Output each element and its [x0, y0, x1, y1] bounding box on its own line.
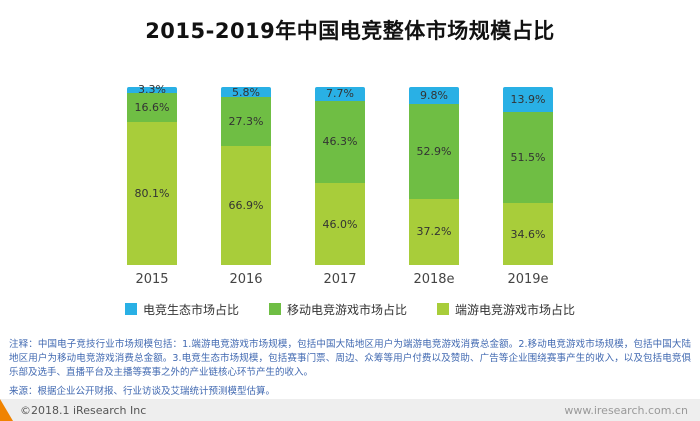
bar-value-label: 27.3%: [228, 115, 264, 129]
bar-segment-1: 52.9%: [409, 104, 459, 199]
chart-title: 2015-2019年中国电竞整体市场规模占比: [145, 19, 555, 43]
legend-swatch: [124, 303, 137, 316]
bar-segment-0: 7.7%: [315, 87, 365, 101]
bar-segment-2: 37.2%: [409, 198, 459, 265]
stacked-bar: 5.8% 27.3% 66.9%: [221, 85, 271, 265]
stacked-bar-chart: 3.3% 16.6% 80.1% 2015 5.8% 27.3% 66.9% 2016 7.7%…: [0, 83, 700, 318]
legend-swatch: [437, 303, 449, 316]
bar-value-label: 5.8%: [232, 85, 260, 99]
notes-annotation: 注释：中国电子竞技行业市场规模包括：1.端游电竞游戏市场规模，包括中国大陆地区用…: [9, 338, 691, 379]
legend-label: 电竞生态市场占比: [142, 302, 239, 317]
bar-value-label: 9.8%: [420, 89, 448, 103]
bar-segment-2: 34.6%: [503, 203, 553, 265]
footer-copyright: ©2018.1 iResearch Inc: [20, 403, 147, 417]
stacked-bar: 3.3% 16.6% 80.1%: [127, 83, 177, 265]
legend-label: 移动电竞游戏市场占比: [286, 302, 407, 317]
legend: 电竞生态市场占比 移动电竞游戏市场占比 端游电竞游戏市场占比: [0, 301, 700, 318]
bar-value-label: 51.5%: [510, 151, 546, 165]
bar-value-label: 46.0%: [322, 217, 358, 231]
bar-plot: 3.3% 16.6% 80.1% 2015 5.8% 27.3% 66.9% 2016 7.7%…: [105, 83, 575, 287]
x-axis-label: 2018e: [413, 271, 455, 287]
x-axis-label: 2016: [229, 271, 263, 287]
bar-value-label: 80.1%: [134, 187, 170, 201]
bar-value-label: 16.6%: [134, 101, 170, 115]
bar-column: 7.7% 46.3% 46.0% 2017: [293, 87, 387, 287]
bar-segment-1: 16.6%: [127, 92, 177, 123]
legend-item: 端游电竞游戏市场占比: [437, 301, 575, 318]
bar-column: 5.8% 27.3% 66.9% 2016: [199, 85, 293, 287]
stacked-bar: 13.9% 51.5% 34.6%: [503, 87, 553, 265]
orange-accent-triangle-icon: [0, 399, 13, 421]
legend-item: 移动电竞游戏市场占比: [268, 301, 407, 318]
bar-segment-2: 66.9%: [221, 145, 271, 265]
bar-segment-0: 5.8%: [221, 85, 271, 99]
footer-url: www.iresearch.com.cn: [564, 403, 688, 417]
bar-value-label: 13.9%: [510, 92, 546, 106]
bar-value-label: 52.9%: [416, 145, 452, 159]
bar-column: 3.3% 16.6% 80.1% 2015: [105, 83, 199, 287]
bar-segment-1: 46.3%: [315, 100, 365, 184]
bar-segment-1: 51.5%: [503, 111, 553, 204]
legend-label: 端游电竞游戏市场占比: [455, 302, 576, 317]
bar-segment-0: 9.8%: [409, 87, 459, 105]
x-axis-label: 2019e: [507, 271, 549, 287]
x-axis-label: 2017: [323, 271, 357, 287]
bar-segment-2: 46.0%: [315, 183, 365, 265]
bar-value-label: 7.7%: [326, 87, 354, 101]
bar-value-label: 34.6%: [510, 227, 546, 241]
notes-source: 来源：根据企业公开财报、行业访谈及艾瑞统计预测模型估算。: [9, 385, 276, 397]
bar-value-label: 46.3%: [322, 135, 358, 149]
bar-column: 9.8% 52.9% 37.2% 2018e: [387, 87, 481, 287]
stacked-bar: 7.7% 46.3% 46.0%: [315, 87, 365, 265]
bar-segment-1: 27.3%: [221, 97, 271, 146]
legend-item: 电竞生态市场占比: [124, 301, 239, 318]
bar-segment-0: 13.9%: [503, 87, 553, 112]
bar-column: 13.9% 51.5% 34.6% 2019e: [481, 87, 575, 287]
legend-swatch: [268, 303, 281, 316]
bar-value-label: 66.9%: [228, 198, 264, 212]
bar-segment-2: 80.1%: [127, 122, 177, 265]
stacked-bar: 9.8% 52.9% 37.2%: [409, 87, 459, 265]
footer: ©2018.1 iResearch Inc www.iresearch.com.…: [0, 399, 700, 421]
bar-value-label: 37.2%: [416, 225, 452, 239]
x-axis-label: 2015: [135, 271, 169, 287]
